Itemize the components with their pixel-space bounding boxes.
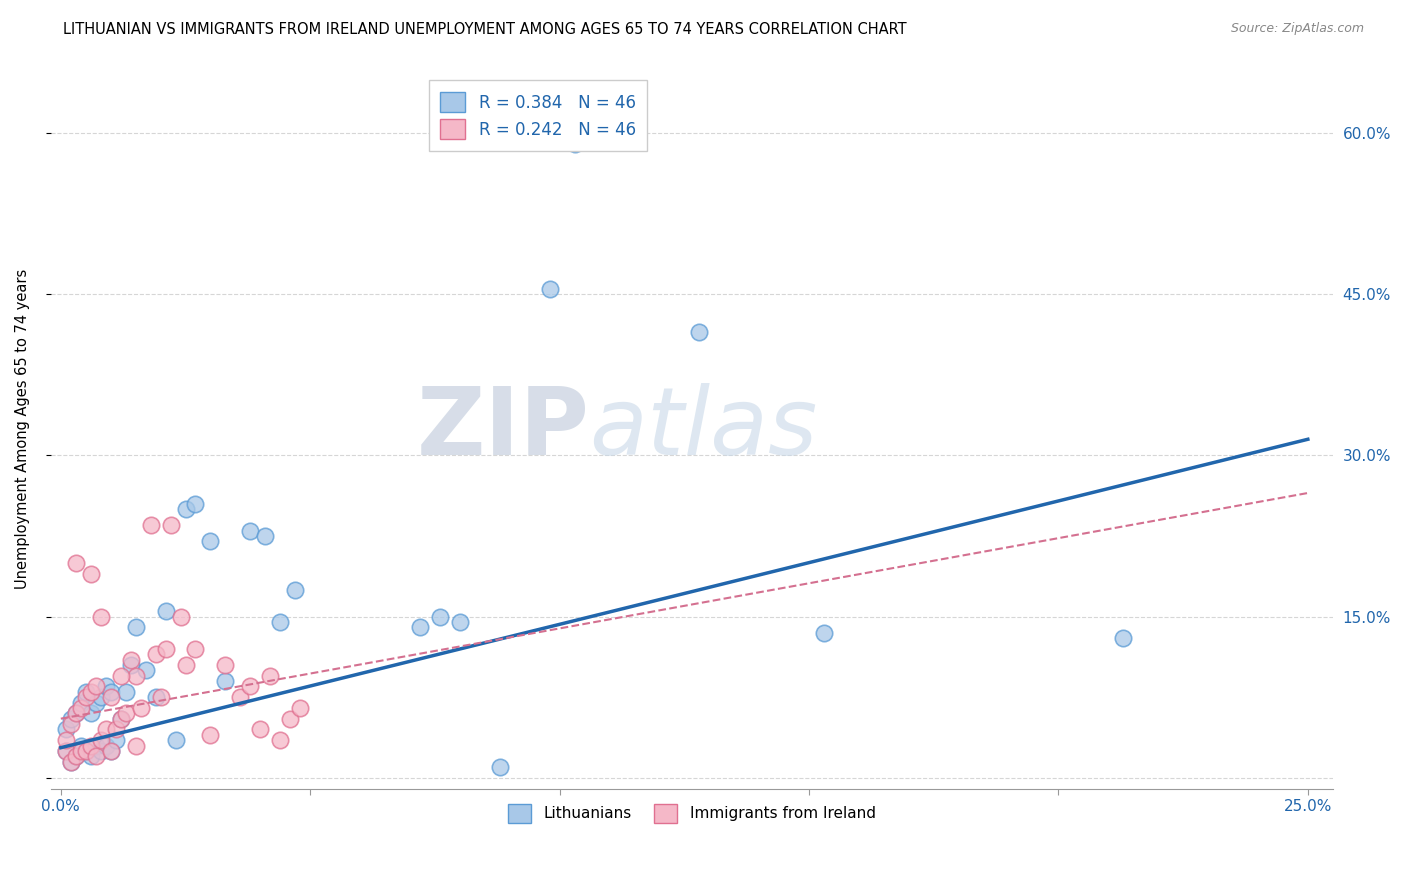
Point: [214, 674, 236, 689]
Point: [124, 739, 146, 753]
Point: [538, 282, 561, 296]
Point: [84, 696, 107, 710]
Point: [59, 755, 82, 769]
Point: [254, 529, 277, 543]
Point: [124, 620, 146, 634]
Point: [114, 706, 136, 721]
Point: [90, 733, 112, 747]
Point: [69, 744, 91, 758]
Point: [75, 744, 97, 758]
Point: [200, 728, 222, 742]
Point: [145, 690, 167, 705]
Point: [80, 739, 103, 753]
Point: [259, 668, 281, 682]
Point: [94, 723, 117, 737]
Point: [110, 668, 132, 682]
Point: [184, 641, 207, 656]
Legend: Lithuanians, Immigrants from Ireland: Lithuanians, Immigrants from Ireland: [496, 792, 887, 835]
Point: [284, 582, 307, 597]
Point: [94, 739, 117, 753]
Point: [135, 663, 157, 677]
Point: [269, 615, 291, 629]
Point: [90, 609, 112, 624]
Point: [269, 733, 291, 747]
Point: [139, 518, 162, 533]
Point: [80, 685, 103, 699]
Point: [239, 524, 262, 538]
Point: [184, 497, 207, 511]
Point: [75, 744, 97, 758]
Point: [429, 609, 451, 624]
Point: [449, 615, 471, 629]
Point: [278, 712, 301, 726]
Point: [124, 668, 146, 682]
Point: [90, 744, 112, 758]
Point: [59, 712, 82, 726]
Point: [100, 744, 122, 758]
Point: [65, 556, 87, 570]
Point: [80, 706, 103, 721]
Point: [94, 680, 117, 694]
Point: [69, 739, 91, 753]
Point: [169, 609, 191, 624]
Point: [488, 760, 510, 774]
Point: [100, 690, 122, 705]
Point: [69, 696, 91, 710]
Point: [155, 641, 177, 656]
Point: [290, 701, 312, 715]
Point: [239, 680, 262, 694]
Point: [409, 620, 432, 634]
Point: [214, 657, 236, 672]
Point: [65, 706, 87, 721]
Text: atlas: atlas: [589, 383, 817, 474]
Point: [80, 749, 103, 764]
Point: [59, 717, 82, 731]
Point: [80, 566, 103, 581]
Point: [120, 652, 142, 666]
Point: [69, 701, 91, 715]
Point: [84, 739, 107, 753]
Point: [55, 723, 77, 737]
Text: ZIP: ZIP: [416, 383, 589, 475]
Point: [159, 518, 181, 533]
Point: [1112, 631, 1135, 645]
Point: [155, 604, 177, 618]
Point: [84, 749, 107, 764]
Y-axis label: Unemployment Among Ages 65 to 74 years: Unemployment Among Ages 65 to 74 years: [15, 268, 30, 589]
Point: [120, 657, 142, 672]
Point: [75, 685, 97, 699]
Point: [165, 733, 187, 747]
Point: [84, 680, 107, 694]
Point: [149, 690, 172, 705]
Point: [229, 690, 252, 705]
Point: [55, 744, 77, 758]
Point: [110, 712, 132, 726]
Point: [65, 706, 87, 721]
Point: [90, 690, 112, 705]
Point: [145, 647, 167, 661]
Point: [55, 744, 77, 758]
Point: [174, 502, 197, 516]
Point: [55, 733, 77, 747]
Point: [564, 136, 586, 151]
Point: [813, 625, 835, 640]
Point: [129, 701, 152, 715]
Point: [104, 733, 127, 747]
Point: [59, 755, 82, 769]
Point: [75, 690, 97, 705]
Point: [110, 712, 132, 726]
Point: [249, 723, 271, 737]
Text: LITHUANIAN VS IMMIGRANTS FROM IRELAND UNEMPLOYMENT AMONG AGES 65 TO 74 YEARS COR: LITHUANIAN VS IMMIGRANTS FROM IRELAND UN…: [63, 22, 907, 37]
Point: [200, 534, 222, 549]
Point: [65, 749, 87, 764]
Point: [114, 685, 136, 699]
Point: [174, 657, 197, 672]
Point: [65, 749, 87, 764]
Point: [104, 723, 127, 737]
Point: [100, 744, 122, 758]
Text: Source: ZipAtlas.com: Source: ZipAtlas.com: [1230, 22, 1364, 36]
Point: [100, 685, 122, 699]
Point: [688, 325, 710, 339]
